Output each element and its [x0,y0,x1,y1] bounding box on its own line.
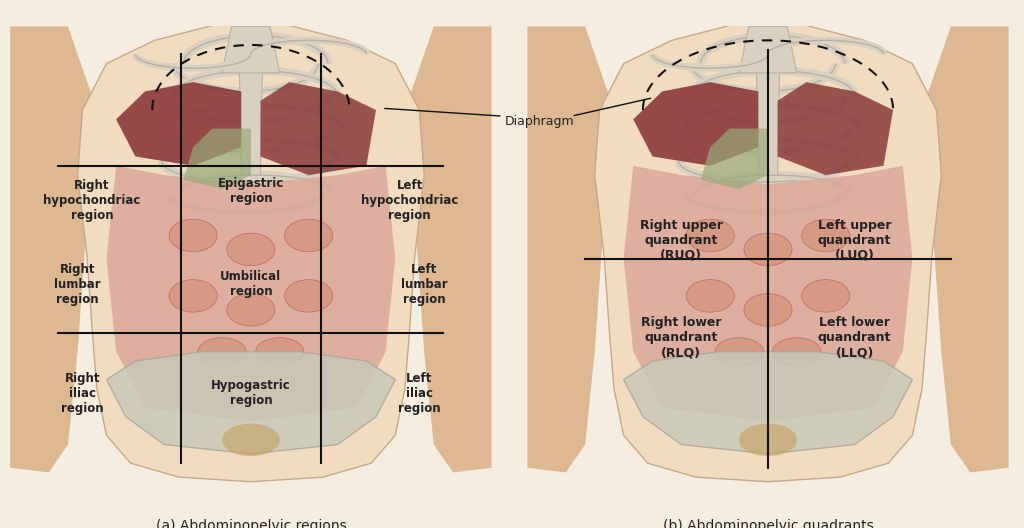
Text: Right
hypochondriac
region: Right hypochondriac region [43,179,140,222]
Polygon shape [700,129,768,189]
Ellipse shape [285,280,333,312]
Polygon shape [106,166,395,421]
Ellipse shape [227,233,274,266]
Ellipse shape [169,280,217,312]
Polygon shape [624,352,912,454]
Polygon shape [922,26,1009,473]
Polygon shape [739,26,797,73]
Text: Left
iliac
region: Left iliac region [398,372,440,415]
Ellipse shape [686,280,734,312]
Text: (b) Abdominopelvic quadrants: (b) Abdominopelvic quadrants [663,519,873,528]
Text: Left
lumbar
region: Left lumbar region [400,263,447,306]
Polygon shape [624,166,912,421]
Text: Right
lumbar
region: Right lumbar region [54,263,101,306]
Ellipse shape [802,219,850,252]
Ellipse shape [222,423,280,456]
Polygon shape [222,26,280,73]
Text: Right lower
quandrant
(RLQ): Right lower quandrant (RLQ) [641,316,722,359]
Polygon shape [116,82,242,166]
Ellipse shape [686,219,734,252]
Polygon shape [777,82,893,175]
Text: Right
iliac
region: Right iliac region [61,372,103,415]
Polygon shape [404,26,492,473]
Polygon shape [527,26,614,473]
Ellipse shape [285,219,333,252]
Text: Right upper
quandrant
(RUQ): Right upper quandrant (RUQ) [640,219,723,262]
Polygon shape [10,26,97,473]
Polygon shape [260,82,376,175]
Text: Left
hypochondriac
region: Left hypochondriac region [361,179,459,222]
Polygon shape [595,22,941,482]
Ellipse shape [739,423,797,456]
Ellipse shape [256,338,304,365]
Ellipse shape [715,338,763,365]
Text: Left lower
quandrant
(LLQ): Left lower quandrant (LLQ) [818,316,891,359]
Polygon shape [239,40,263,175]
Ellipse shape [802,280,850,312]
Polygon shape [106,352,395,454]
Polygon shape [756,40,780,175]
Text: (a) Abdominopelvic regions: (a) Abdominopelvic regions [156,519,346,528]
Text: Umbilical
region: Umbilical region [220,270,282,298]
Ellipse shape [227,294,274,326]
Text: Epigastric
region: Epigastric region [218,177,284,205]
Text: Diaphragm: Diaphragm [505,115,574,128]
Ellipse shape [198,338,246,365]
Text: Hypogastric
region: Hypogastric region [211,380,291,408]
Ellipse shape [743,294,793,326]
Polygon shape [183,129,251,189]
Ellipse shape [773,338,821,365]
Polygon shape [78,22,424,482]
Ellipse shape [743,233,793,266]
Ellipse shape [169,219,217,252]
Text: Left upper
quandrant
(LUQ): Left upper quandrant (LUQ) [818,219,891,262]
Polygon shape [633,82,759,166]
